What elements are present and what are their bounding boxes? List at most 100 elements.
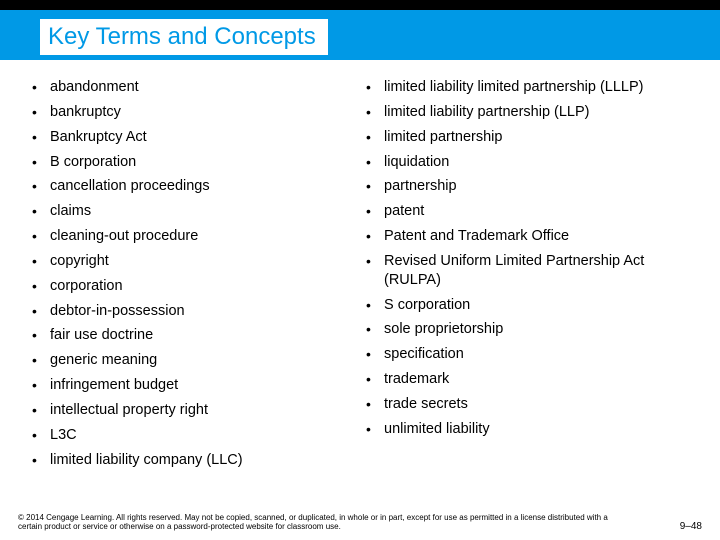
right-term: Revised Uniform Limited Partnership Act … bbox=[384, 252, 700, 290]
bullet-icon: • bbox=[366, 78, 384, 96]
left-item: •Bankruptcy Act bbox=[32, 128, 366, 147]
left-term: cleaning-out procedure bbox=[50, 227, 366, 246]
right-item: •trade secrets bbox=[366, 395, 700, 414]
right-item: •unlimited liability bbox=[366, 420, 700, 439]
left-term: B corporation bbox=[50, 153, 366, 172]
title-box: Key Terms and Concepts bbox=[40, 19, 328, 55]
bullet-icon: • bbox=[366, 296, 384, 314]
left-item: •cleaning-out procedure bbox=[32, 227, 366, 246]
bullet-icon: • bbox=[32, 277, 50, 295]
bullet-icon: • bbox=[32, 302, 50, 320]
right-item: •Revised Uniform Limited Partnership Act… bbox=[366, 252, 700, 290]
right-item: •trademark bbox=[366, 370, 700, 389]
bullet-icon: • bbox=[32, 426, 50, 444]
bullet-icon: • bbox=[366, 252, 384, 270]
content-area: •abandonment•bankruptcy•Bankruptcy Act•B… bbox=[0, 60, 720, 476]
bullet-icon: • bbox=[32, 78, 50, 96]
bullet-icon: • bbox=[32, 376, 50, 394]
left-term: Bankruptcy Act bbox=[50, 128, 366, 147]
bullet-icon: • bbox=[366, 420, 384, 438]
bullet-icon: • bbox=[32, 202, 50, 220]
right-term: patent bbox=[384, 202, 700, 221]
copyright-text: © 2014 Cengage Learning. All rights rese… bbox=[18, 513, 618, 532]
left-term: cancellation proceedings bbox=[50, 177, 366, 196]
right-item: •limited liability partnership (LLP) bbox=[366, 103, 700, 122]
bullet-icon: • bbox=[366, 128, 384, 146]
right-term: specification bbox=[384, 345, 700, 364]
left-term: corporation bbox=[50, 277, 366, 296]
slide: Key Terms and Concepts •abandonment•bank… bbox=[0, 0, 720, 540]
right-item: •S corporation bbox=[366, 296, 700, 315]
right-term: Patent and Trademark Office bbox=[384, 227, 700, 246]
left-item: •B corporation bbox=[32, 153, 366, 172]
bullet-icon: • bbox=[32, 326, 50, 344]
left-term: abandonment bbox=[50, 78, 366, 97]
left-item: •infringement budget bbox=[32, 376, 366, 395]
right-item: •patent bbox=[366, 202, 700, 221]
left-item: •fair use doctrine bbox=[32, 326, 366, 345]
right-term: S corporation bbox=[384, 296, 700, 315]
bullet-icon: • bbox=[32, 401, 50, 419]
left-term: claims bbox=[50, 202, 366, 221]
page-number: 9–48 bbox=[680, 521, 702, 532]
right-term: limited partnership bbox=[384, 128, 700, 147]
left-term: infringement budget bbox=[50, 376, 366, 395]
bullet-icon: • bbox=[366, 370, 384, 388]
footer: © 2014 Cengage Learning. All rights rese… bbox=[18, 513, 702, 532]
left-term: copyright bbox=[50, 252, 366, 271]
left-term: fair use doctrine bbox=[50, 326, 366, 345]
right-term: partnership bbox=[384, 177, 700, 196]
bullet-icon: • bbox=[366, 320, 384, 338]
bullet-icon: • bbox=[32, 227, 50, 245]
right-term: trademark bbox=[384, 370, 700, 389]
right-column: •limited liability limited partnership (… bbox=[366, 78, 700, 476]
slide-title: Key Terms and Concepts bbox=[40, 23, 316, 50]
left-item: •intellectual property right bbox=[32, 401, 366, 420]
left-item: •claims bbox=[32, 202, 366, 221]
bullet-icon: • bbox=[32, 451, 50, 469]
left-term: bankruptcy bbox=[50, 103, 366, 122]
left-item: •cancellation proceedings bbox=[32, 177, 366, 196]
left-term: intellectual property right bbox=[50, 401, 366, 420]
left-term: debtor-in-possession bbox=[50, 302, 366, 321]
right-item: •Patent and Trademark Office bbox=[366, 227, 700, 246]
bullet-icon: • bbox=[32, 351, 50, 369]
left-item: •limited liability company (LLC) bbox=[32, 451, 366, 470]
bullet-icon: • bbox=[366, 345, 384, 363]
bullet-icon: • bbox=[32, 128, 50, 146]
bullet-icon: • bbox=[32, 103, 50, 121]
bullet-icon: • bbox=[366, 153, 384, 171]
right-item: •limited partnership bbox=[366, 128, 700, 147]
left-term: limited liability company (LLC) bbox=[50, 451, 366, 470]
left-item: •copyright bbox=[32, 252, 366, 271]
bullet-icon: • bbox=[32, 177, 50, 195]
bullet-icon: • bbox=[366, 227, 384, 245]
top-black-bar bbox=[0, 0, 720, 10]
right-item: •specification bbox=[366, 345, 700, 364]
bullet-icon: • bbox=[32, 153, 50, 171]
right-item: •limited liability limited partnership (… bbox=[366, 78, 700, 97]
right-item: •partnership bbox=[366, 177, 700, 196]
left-item: •corporation bbox=[32, 277, 366, 296]
bullet-icon: • bbox=[366, 395, 384, 413]
bullet-icon: • bbox=[32, 252, 50, 270]
right-item: •sole proprietorship bbox=[366, 320, 700, 339]
right-term: limited liability limited partnership (L… bbox=[384, 78, 700, 97]
title-band: Key Terms and Concepts bbox=[0, 10, 720, 60]
left-item: •L3C bbox=[32, 426, 366, 445]
right-term: trade secrets bbox=[384, 395, 700, 414]
right-item: •liquidation bbox=[366, 153, 700, 172]
right-term: sole proprietorship bbox=[384, 320, 700, 339]
right-term: unlimited liability bbox=[384, 420, 700, 439]
left-term: generic meaning bbox=[50, 351, 366, 370]
left-item: •abandonment bbox=[32, 78, 366, 97]
left-column: •abandonment•bankruptcy•Bankruptcy Act•B… bbox=[32, 78, 366, 476]
left-item: •generic meaning bbox=[32, 351, 366, 370]
right-term: limited liability partnership (LLP) bbox=[384, 103, 700, 122]
right-term: liquidation bbox=[384, 153, 700, 172]
left-term: L3C bbox=[50, 426, 366, 445]
bullet-icon: • bbox=[366, 103, 384, 121]
left-item: •bankruptcy bbox=[32, 103, 366, 122]
bullet-icon: • bbox=[366, 202, 384, 220]
left-item: •debtor-in-possession bbox=[32, 302, 366, 321]
